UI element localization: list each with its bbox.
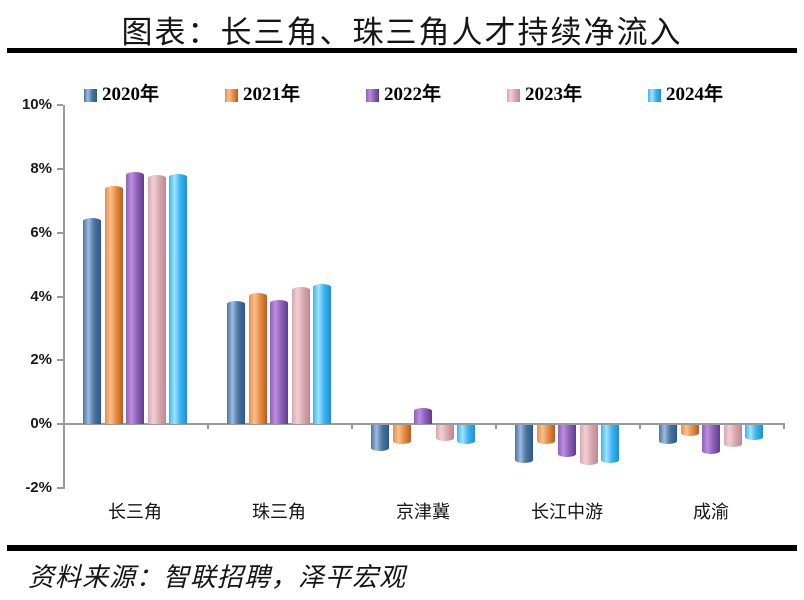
zero-line	[63, 423, 785, 426]
x-axis-category-label: 京津冀	[396, 502, 450, 522]
legend-swatch	[225, 88, 238, 102]
chart-title: 图表：长三角、珠三角人才持续净流入	[121, 15, 683, 50]
bar-2021年-长三角	[104, 186, 123, 425]
bar-2022年-珠三角	[270, 299, 288, 425]
x-tick	[639, 424, 641, 430]
y-tick-label: -2%	[25, 479, 52, 496]
x-axis-category-label: 成渝	[693, 502, 729, 522]
bar-2021年-京津冀	[392, 425, 411, 445]
x-axis-category-label: 长三角	[108, 502, 162, 522]
legend-item-label: 2024年	[666, 84, 724, 105]
bar-2020年-京津冀	[371, 425, 389, 451]
y-tick	[57, 423, 63, 426]
x-tick	[207, 424, 209, 430]
y-tick-label: 4%	[30, 287, 52, 305]
bar-2021年-长江中游	[536, 425, 555, 445]
bar-2022年-成渝	[702, 425, 720, 454]
y-tick	[57, 104, 63, 106]
bar-2020年-长三角	[83, 218, 101, 425]
legend-item-label: 2021年	[243, 84, 301, 105]
bar-2020年-珠三角	[227, 301, 245, 425]
y-tick	[57, 167, 63, 170]
y-axis-line	[63, 105, 65, 489]
bar-2021年-成渝	[680, 425, 699, 437]
y-tick	[57, 231, 63, 234]
bar-2024年-成渝	[745, 425, 763, 440]
bar-2023年-成渝	[723, 425, 742, 448]
bar-2022年-长江中游	[558, 425, 576, 458]
x-tick	[63, 424, 65, 430]
x-axis-category-label: 珠三角	[252, 502, 306, 522]
bar-2020年-成渝	[659, 425, 677, 445]
bar-2023年-长三角	[147, 175, 166, 425]
y-tick	[57, 295, 63, 298]
x-axis-category-label: 长江中游	[531, 502, 603, 522]
x-tick	[351, 424, 353, 430]
title-rule	[7, 48, 797, 53]
legend-item-label: 2022年	[384, 84, 442, 105]
bar-2022年-京津冀	[414, 408, 432, 425]
legend-item: 2023年	[507, 84, 583, 105]
bar-2021年-珠三角	[248, 293, 267, 425]
legend-item: 2020年	[84, 84, 160, 105]
y-tick-label: 2%	[30, 351, 52, 369]
y-tick-label: 0%	[30, 415, 52, 433]
y-tick-label: 6%	[30, 223, 52, 241]
bar-2024年-珠三角	[313, 283, 331, 425]
bar-2024年-长江中游	[601, 425, 619, 464]
legend-swatch	[507, 88, 520, 102]
bar-2022年-长三角	[126, 172, 144, 425]
bar-2023年-珠三角	[291, 286, 310, 425]
legend-item-label: 2023年	[525, 84, 583, 105]
y-tick	[57, 359, 63, 362]
source-note: 资料来源：智联招聘，泽平宏观	[28, 563, 407, 592]
bar-2023年-京津冀	[435, 425, 454, 442]
bar-2024年-京津冀	[457, 425, 475, 445]
legend-item: 2024年	[648, 84, 724, 105]
footer-rule	[7, 545, 797, 551]
legend-item: 2021年	[225, 84, 301, 105]
x-tick	[495, 424, 497, 430]
legend-item: 2022年	[366, 84, 442, 105]
legend-item-label: 2020年	[102, 84, 160, 105]
y-tick-label: 8%	[30, 159, 52, 177]
legend-swatch	[366, 88, 379, 102]
y-tick	[57, 487, 63, 489]
bar-2020年-长江中游	[515, 425, 533, 464]
x-tick	[783, 424, 785, 430]
bar-2023年-长江中游	[579, 425, 598, 466]
bar-2024年-长三角	[169, 173, 187, 425]
y-tick-label: 10%	[21, 96, 52, 113]
legend-swatch	[648, 88, 661, 102]
legend-swatch	[84, 88, 97, 102]
